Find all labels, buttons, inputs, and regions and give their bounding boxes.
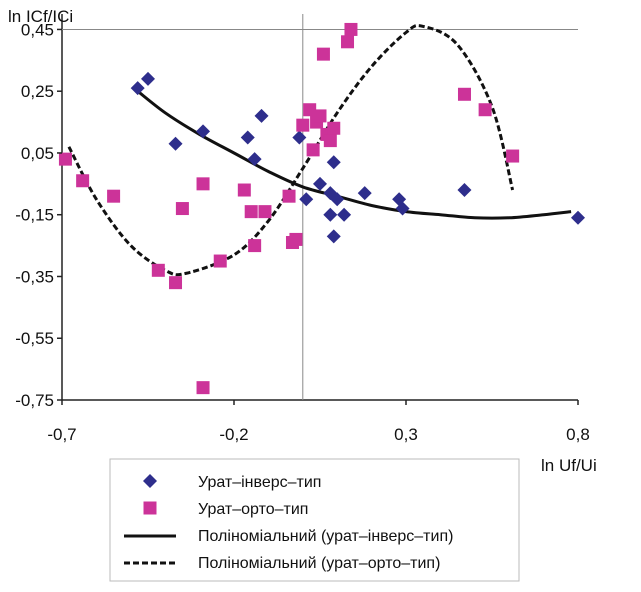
point-ortho	[244, 205, 258, 219]
point-inverse	[326, 155, 341, 170]
point-ortho	[344, 22, 358, 36]
point-inverse	[357, 186, 372, 201]
trend-lines	[67, 24, 572, 277]
point-ortho	[237, 183, 251, 197]
point-inverse	[247, 152, 262, 167]
point-ortho	[196, 381, 210, 395]
point-inverse	[240, 130, 255, 145]
trendline-ortho	[67, 24, 515, 277]
y-tick-labels: 0,45 0,25 0,05 -0,15 -0,35 -0,55 -0,75	[15, 20, 62, 410]
point-inverse	[337, 207, 352, 222]
y-axis-title: ln ICf/ICi	[8, 7, 73, 26]
point-inverse	[457, 183, 472, 198]
point-ortho	[457, 87, 471, 101]
plot-frame	[61, 14, 578, 401]
point-ortho	[341, 35, 355, 49]
legend-box	[109, 458, 520, 582]
y-tick-label: 0,05	[21, 144, 54, 163]
point-ortho	[175, 202, 189, 216]
point-inverse	[196, 124, 211, 139]
point-ortho	[296, 118, 310, 132]
point-ortho	[289, 232, 303, 246]
markers	[58, 22, 585, 395]
point-ortho	[258, 205, 272, 219]
point-ortho	[169, 276, 183, 290]
point-inverse	[168, 136, 183, 151]
gridlines	[62, 14, 578, 400]
x-tick-label: -0,2	[219, 425, 248, 444]
point-inverse	[254, 108, 269, 123]
point-inverse	[313, 176, 327, 191]
point-ortho	[213, 254, 227, 268]
point-ortho	[196, 177, 210, 191]
point-ortho	[306, 143, 320, 157]
point-ortho	[316, 47, 330, 61]
y-tick-label: -0,15	[15, 206, 54, 225]
x-tick-label: 0,8	[566, 425, 590, 444]
point-inverse	[326, 229, 341, 244]
point-ortho	[248, 239, 262, 253]
legend-label-inverse: Урат–інверс–тип	[198, 474, 321, 491]
x-tick-labels: -0,7 -0,2 0,3 0,8	[47, 400, 590, 444]
legend-diamond-icon	[143, 474, 157, 488]
y-tick-label: -0,35	[15, 267, 54, 286]
point-ortho	[327, 121, 341, 135]
legend-label-poly-inverse: Поліноміальний (урат–інверс–тип)	[198, 528, 453, 545]
point-ortho	[323, 134, 337, 148]
point-ortho	[282, 189, 296, 203]
point-ortho	[303, 103, 317, 117]
point-inverse	[141, 71, 155, 86]
point-inverse	[330, 192, 345, 207]
point-inverse	[299, 192, 314, 207]
point-ortho	[313, 109, 327, 123]
point-inverse	[292, 130, 307, 145]
y-tick-label: -0,75	[15, 391, 54, 410]
legend-marker-ortho	[143, 501, 157, 515]
point-ortho	[58, 152, 72, 166]
x-tick-label: 0,3	[394, 425, 418, 444]
y-tick-label: 0,45	[21, 20, 54, 39]
point-inverse	[323, 207, 338, 222]
point-ortho	[478, 103, 492, 117]
x-axis-title: ln Uf/Ui	[541, 456, 597, 475]
legend: Урат–інверс–тип Урат–орто–тип Поліноміал…	[109, 458, 520, 582]
point-inverse	[130, 81, 145, 96]
legend-label-ortho: Урат–орто–тип	[198, 501, 308, 518]
point-ortho	[107, 189, 121, 203]
point-ortho	[506, 149, 520, 163]
legend-marker-inverse	[143, 474, 157, 488]
point-ortho	[151, 263, 165, 277]
y-tick-label: 0,25	[21, 82, 54, 101]
legend-square-icon	[143, 501, 157, 515]
y-tick-label: -0,55	[15, 329, 54, 348]
point-inverse	[395, 201, 410, 216]
point-ortho	[76, 174, 90, 188]
x-tick-label: -0,7	[47, 425, 76, 444]
legend-label-poly-ortho: Поліноміальний (урат–орто–тип)	[198, 555, 440, 572]
point-inverse	[571, 210, 585, 225]
